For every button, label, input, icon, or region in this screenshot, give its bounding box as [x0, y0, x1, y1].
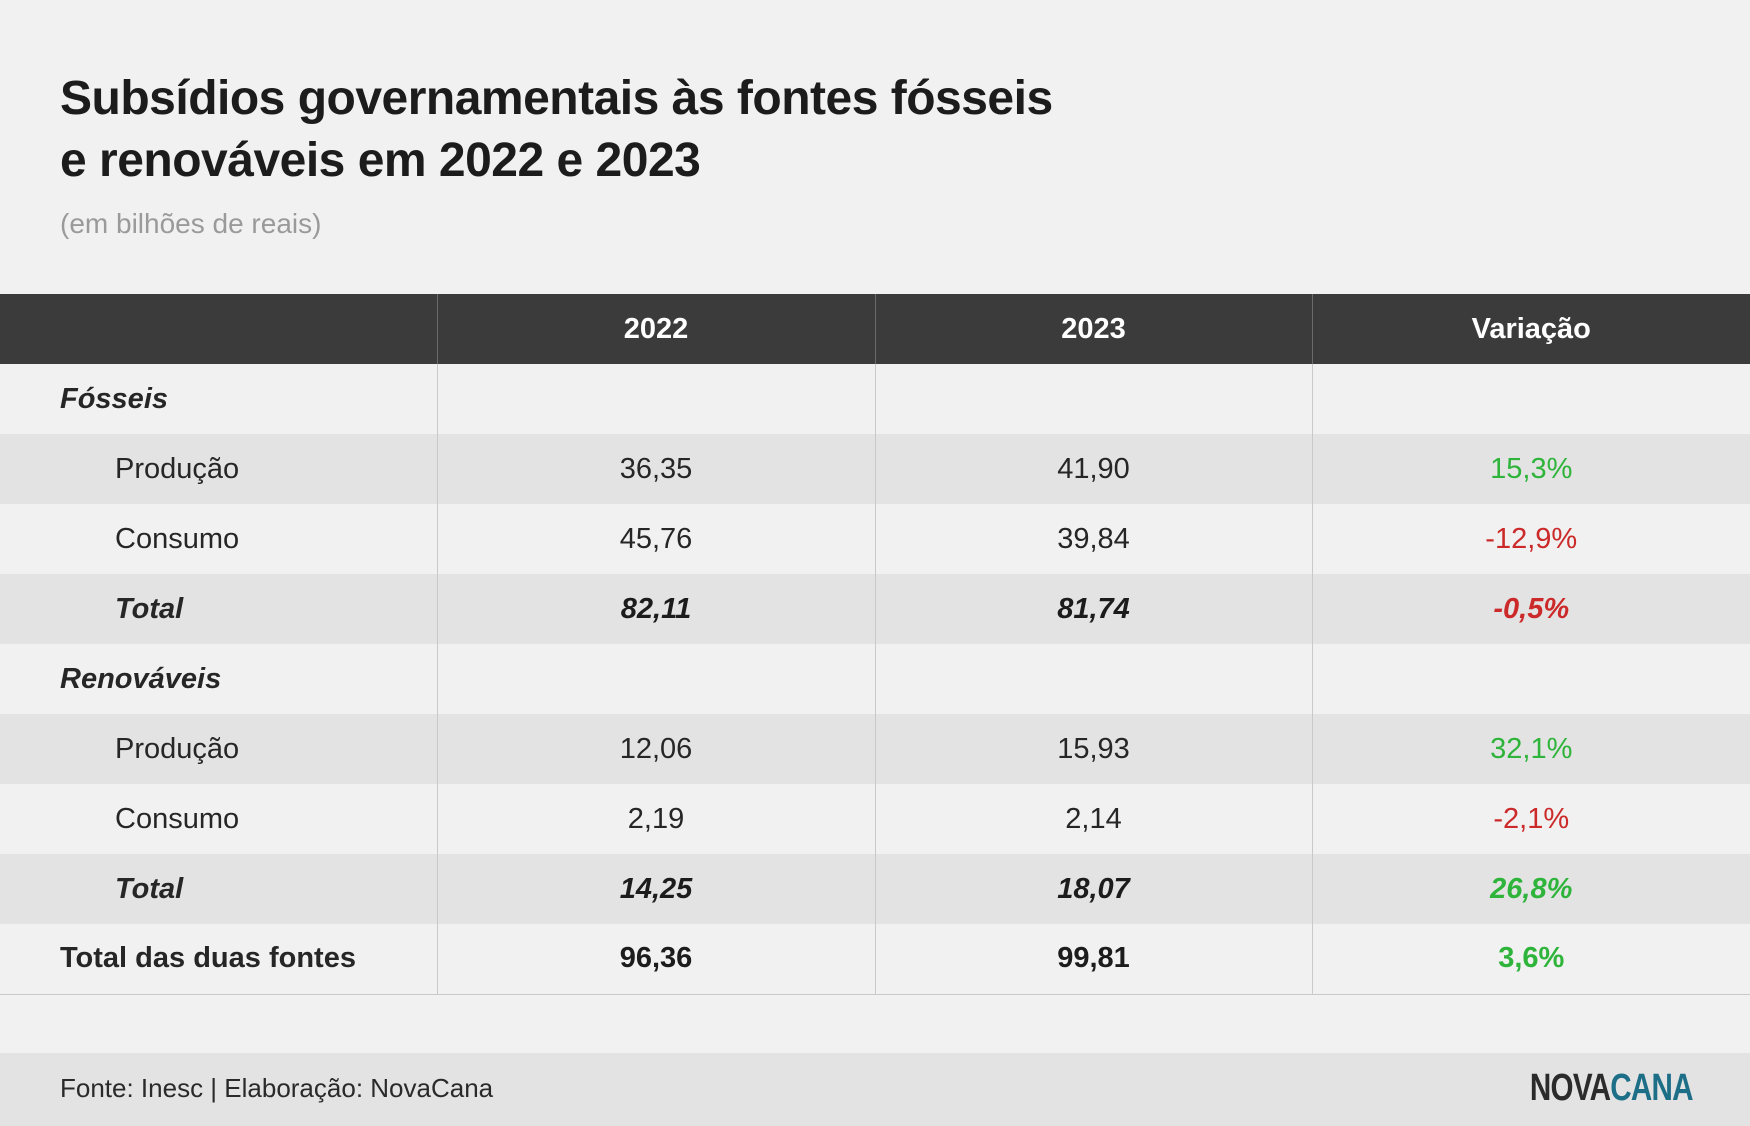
row-label: Consumo	[115, 522, 240, 555]
chart-header: Subsídios governamentais às fontes fósse…	[60, 68, 1660, 240]
chart-subtitle: (em bilhões de reais)	[60, 208, 322, 239]
footer: Fonte: Inesc | Elaboração: NovaCana NOVA…	[0, 1053, 1750, 1126]
value-2022: 12,06	[436, 714, 875, 784]
column-header-2022: 2022	[436, 294, 875, 364]
title-line-1: Subsídios governamentais às fontes fósse…	[60, 72, 1053, 125]
variation-value	[1311, 644, 1750, 714]
table-row: Consumo 45,76 39,84 -12,9%	[0, 504, 1750, 574]
column-header-variation: Variação	[1311, 294, 1750, 364]
value-2023: 99,81	[874, 924, 1312, 995]
value-2023: 18,07	[874, 854, 1312, 924]
row-label: Total	[115, 592, 184, 625]
value-2022: 14,25	[436, 854, 875, 924]
table-row: Total 14,25 18,07 26,8%	[0, 854, 1750, 924]
table-row: Renováveis	[0, 644, 1750, 714]
logo-part-nova: NOVA	[1530, 1067, 1611, 1109]
variation-value: 15,3%	[1311, 434, 1750, 504]
variation-value: -2,1%	[1311, 784, 1750, 854]
row-label: Total das duas fontes	[0, 924, 437, 995]
table-body: Fósseis Produção 36,35 41,90 15,3% Consumo 45,…	[0, 364, 1750, 995]
value-2022: 45,76	[436, 504, 875, 574]
value-2022: 36,35	[436, 434, 875, 504]
value-2023	[874, 364, 1312, 434]
variation-value: 26,8%	[1311, 854, 1750, 924]
variation-value	[1311, 364, 1750, 434]
row-label: Consumo	[115, 802, 240, 835]
table-row: Total das duas fontes 96,36 99,81 3,6%	[0, 924, 1750, 995]
row-label: Produção	[115, 452, 240, 485]
value-2023: 15,93	[874, 714, 1312, 784]
variation-value: 32,1%	[1311, 714, 1750, 784]
value-2023: 2,14	[874, 784, 1312, 854]
column-header-2023: 2023	[874, 294, 1312, 364]
row-label: Fósseis	[60, 382, 168, 415]
table-header-row: 2022 2023 Variação	[0, 294, 1750, 364]
value-2022: 2,19	[436, 784, 875, 854]
variation-value: -12,9%	[1311, 504, 1750, 574]
novacana-logo: NOVACANA	[1530, 1067, 1694, 1110]
title-line-2: e renováveis em 2022 e 2023	[60, 134, 701, 187]
variation-value: -0,5%	[1311, 574, 1750, 644]
logo-part-cana: CANA	[1610, 1067, 1693, 1109]
column-header-label	[0, 294, 437, 364]
table-row: Fósseis	[0, 364, 1750, 434]
value-2023: 81,74	[874, 574, 1312, 644]
value-2022	[436, 364, 875, 434]
value-2022	[436, 644, 875, 714]
variation-value: 3,6%	[1311, 924, 1750, 995]
value-2022: 82,11	[436, 574, 875, 644]
row-label: Renováveis	[60, 662, 222, 695]
chart-title: Subsídios governamentais às fontes fósse…	[60, 68, 1060, 192]
row-label: Produção	[115, 732, 240, 765]
source-note: Fonte: Inesc | Elaboração: NovaCana	[60, 1073, 494, 1103]
table-row: Produção 12,06 15,93 32,1%	[0, 714, 1750, 784]
table-row: Produção 36,35 41,90 15,3%	[0, 434, 1750, 504]
table-row: Consumo 2,19 2,14 -2,1%	[0, 784, 1750, 854]
value-2023: 39,84	[874, 504, 1312, 574]
value-2023: 41,90	[874, 434, 1312, 504]
row-label: Total	[115, 872, 184, 905]
value-2022: 96,36	[436, 924, 875, 995]
table-row: Total 82,11 81,74 -0,5%	[0, 574, 1750, 644]
value-2023	[874, 644, 1312, 714]
subsidies-table: 2022 2023 Variação Fósseis Produção 36,35 4…	[0, 294, 1750, 995]
